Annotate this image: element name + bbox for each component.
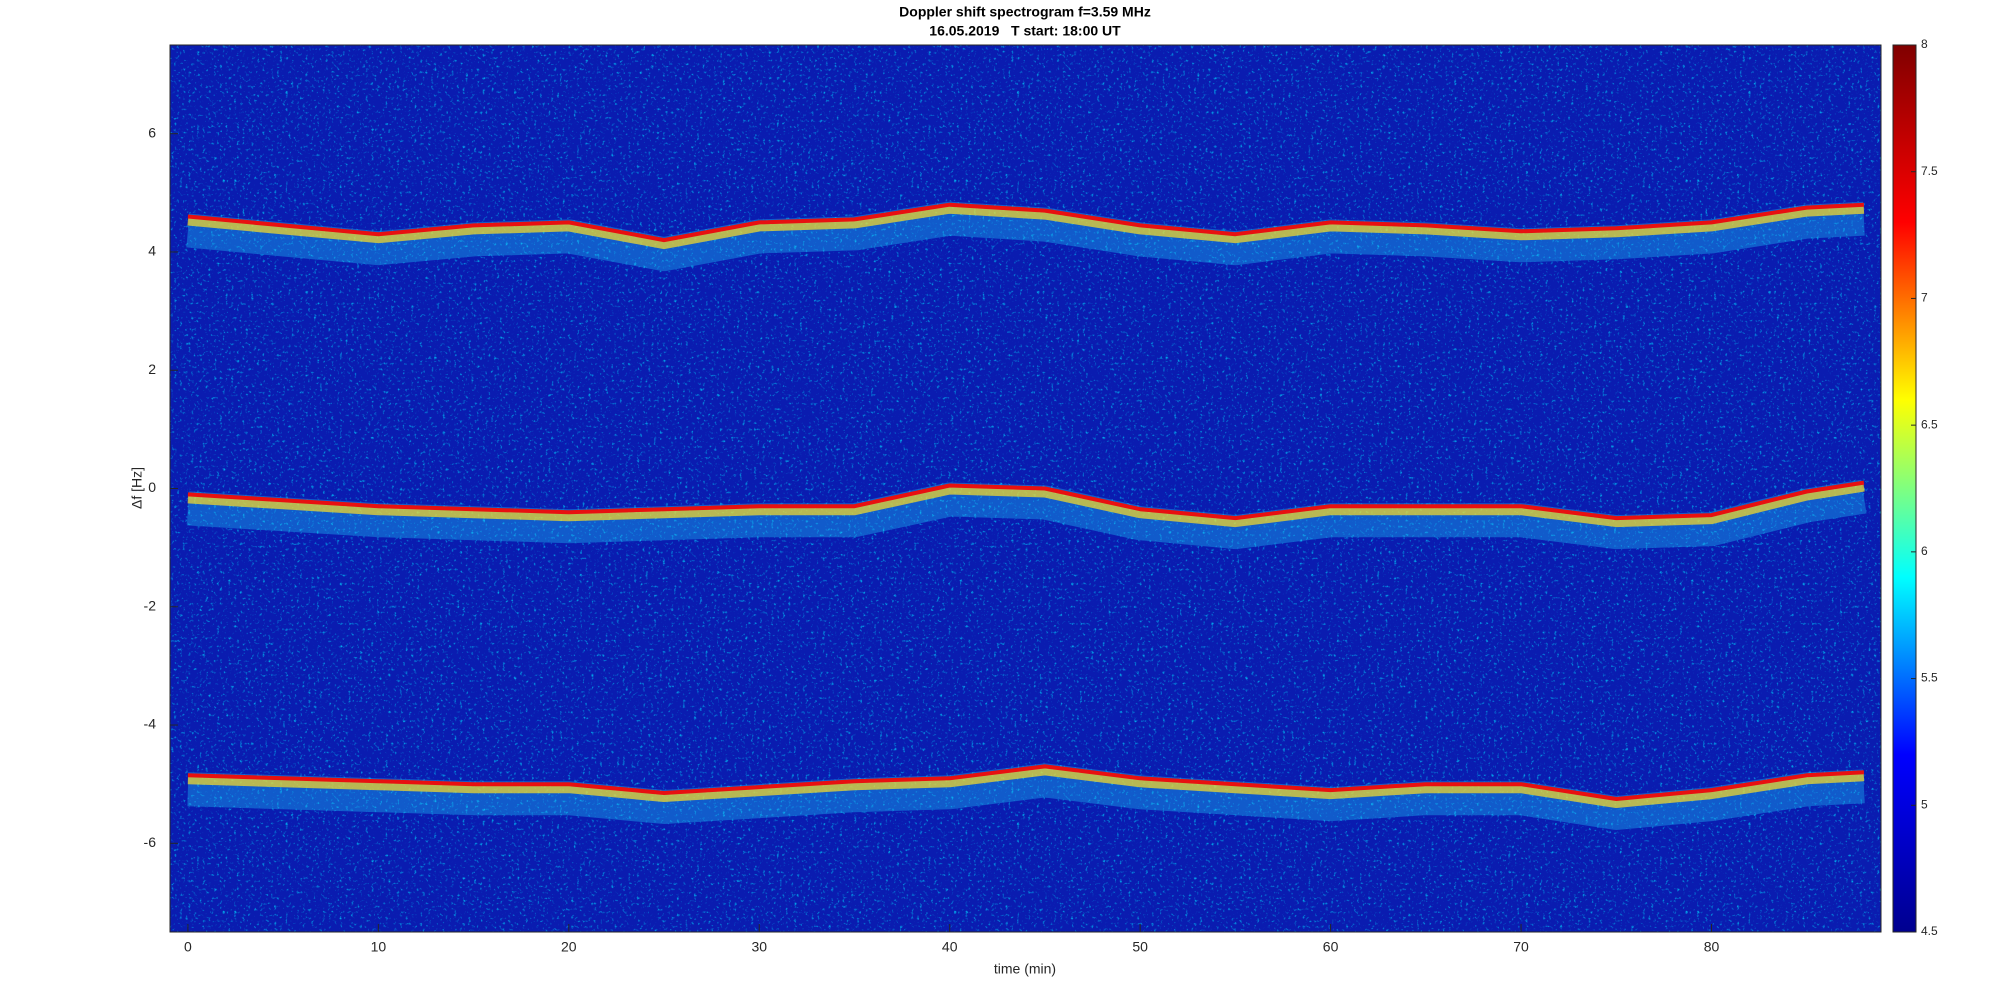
trace — [187, 764, 1865, 801]
colorbar — [1892, 44, 1917, 933]
colorbar-tick-label: 5.5 — [1921, 671, 1938, 685]
colorbar-tick-label: 6.5 — [1921, 417, 1938, 431]
y-tick-label: 0 — [148, 479, 156, 495]
colorbar-tick-label: 6 — [1921, 544, 1928, 558]
chart-subtitle: 16.05.2019 T start: 18:00 UT — [929, 23, 1121, 39]
y-tick-label: -4 — [144, 716, 157, 732]
y-tick-label: 6 — [148, 124, 156, 140]
x-tick-label: 60 — [1323, 939, 1339, 955]
x-tick-label: 0 — [184, 939, 192, 955]
trace-halo — [186, 201, 1865, 272]
trace-glow — [187, 481, 1865, 528]
trace-halo — [187, 763, 1865, 830]
x-tick-label: 30 — [751, 939, 767, 955]
trace — [187, 202, 1865, 243]
y-tick-label: 4 — [148, 243, 156, 259]
x-axis-label: time (min) — [994, 961, 1056, 977]
trace-glow — [187, 765, 1865, 808]
y-tick-label: -2 — [144, 597, 157, 613]
trace — [187, 480, 1865, 521]
colorbar-tick-label: 4.5 — [1921, 924, 1938, 938]
y-axis-label: Δf [Hz] — [129, 467, 145, 509]
x-tick-label: 50 — [1132, 939, 1148, 955]
x-tick-label: 80 — [1704, 939, 1720, 955]
x-tick-label: 70 — [1513, 939, 1529, 955]
colorbar-tick-label: 7.5 — [1921, 164, 1938, 178]
x-tick-label: 40 — [942, 939, 958, 955]
colorbar-tick-label: 8 — [1921, 37, 1928, 51]
trace-glow — [187, 203, 1865, 250]
chart-title: Doppler shift spectrogram f=3.59 MHz — [899, 4, 1151, 20]
colorbar-tick-label: 5 — [1921, 797, 1928, 811]
x-tick-label: 20 — [561, 939, 577, 955]
y-tick-label: 2 — [148, 361, 156, 377]
y-tick-label: -6 — [144, 834, 157, 850]
x-tick-label: 10 — [371, 939, 387, 955]
colorbar-tick-label: 7 — [1921, 291, 1928, 305]
trace-halo — [186, 479, 1867, 550]
